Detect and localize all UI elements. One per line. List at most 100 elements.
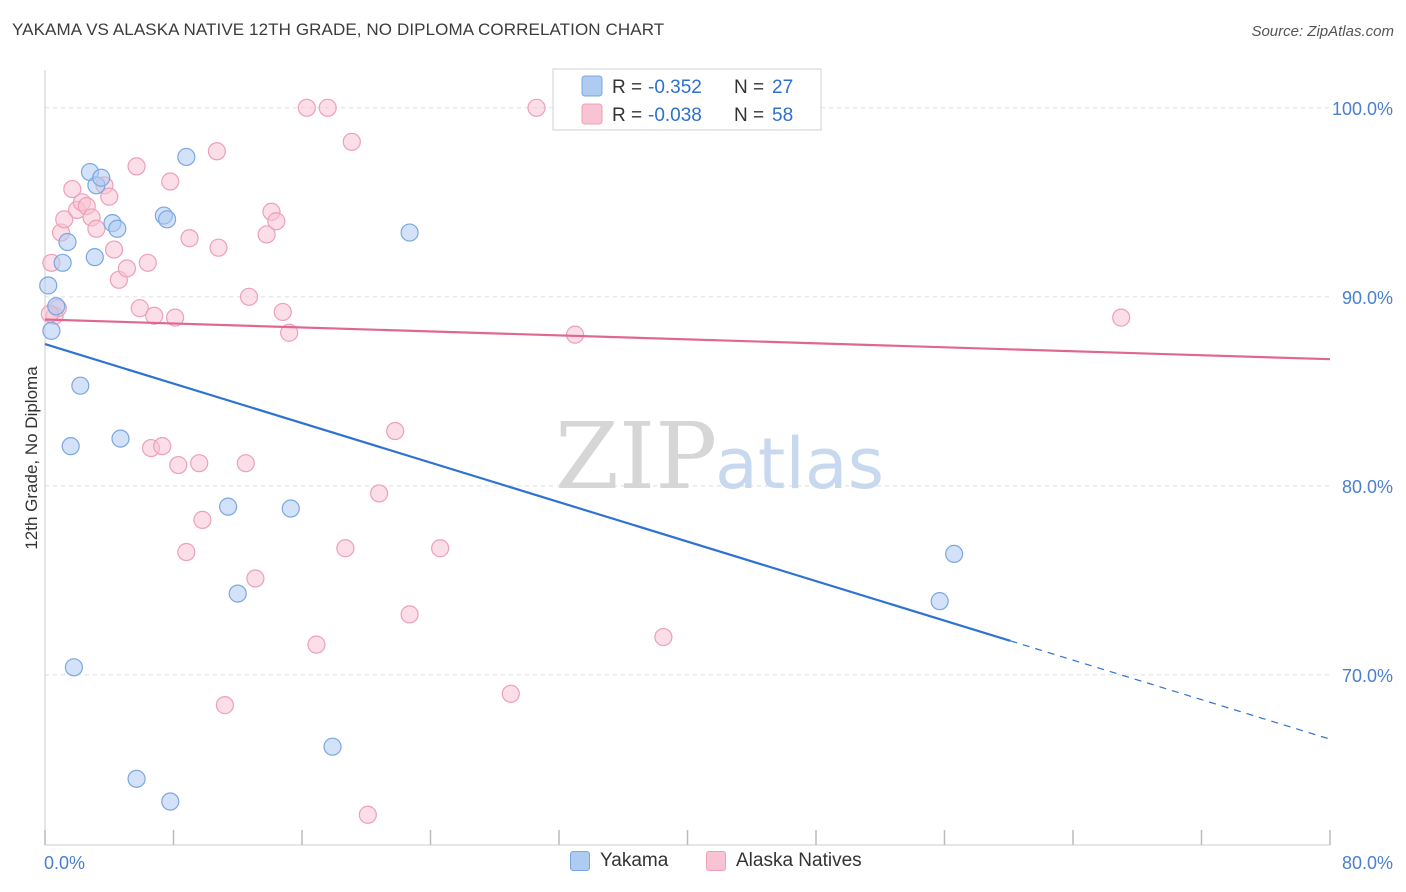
trend-line-alaska-natives [44,318,1331,361]
axes [44,70,1331,846]
data-point-alaska-natives [100,187,119,206]
data-point-alaska-natives [527,98,546,117]
data-point-alaska-natives [55,210,74,229]
data-point-alaska-natives [386,421,405,441]
data-point-alaska-natives [239,287,259,306]
data-point-yakama [281,499,300,518]
data-point-yakama [42,321,61,340]
data-point-alaska-natives [169,455,188,475]
data-point-alaska-natives [358,805,377,824]
data-point-alaska-natives [1112,308,1131,327]
data-point-alaska-natives [297,98,316,117]
y-tick-label: 70.0% [1342,666,1393,686]
legend-stats: R = -0.352 N = 27 R = -0.038 N = 58 [552,68,822,131]
trend-line-yakama-extension [1010,640,1331,740]
data-point-alaska-natives [280,323,299,342]
data-point-alaska-natives [87,219,106,238]
watermark-zip: ZIP [555,403,717,510]
data-point-alaska-natives [207,142,226,161]
y-tick-label: 90.0% [1342,288,1393,308]
trend-lines [44,318,1331,740]
data-point-yakama [323,737,342,756]
data-point-alaska-natives [190,454,209,473]
legend-series: Yakama Alaska Natives [0,850,1406,880]
legend-r-label: R = [612,105,642,126]
legend-swatch-yakama [581,75,603,97]
data-point-yakama [161,792,180,811]
data-point-yakama [58,232,77,252]
data-point-alaska-natives [209,238,228,257]
legend-r-label: R = [612,77,642,98]
legend-swatch-yakama [570,851,590,871]
y-axis-label: 12th Grade, No Diploma [22,366,41,550]
data-point-yakama [228,584,247,603]
data-point-yakama [47,297,66,316]
data-point-alaska-natives [273,302,292,322]
data-point-alaska-natives [104,240,124,259]
data-point-alaska-natives [400,605,419,624]
legend-label-alaska-natives: Alaska Natives [736,850,862,871]
data-point-alaska-natives [336,539,355,558]
y-tick-labels: 100.0% 90.0% 80.0% 70.0% [1332,99,1393,686]
watermark: ZIP atlas [555,403,884,510]
data-point-alaska-natives [193,510,212,529]
watermark-atlas: atlas [715,423,884,505]
series-yakama [39,147,964,811]
data-point-yakama [945,544,964,564]
data-point-alaska-natives [63,179,82,199]
source-credit: Source: ZipAtlas.com [1251,23,1394,40]
data-point-yakama [400,223,419,242]
data-point-yakama [157,210,177,229]
legend-swatch-alaska [581,103,603,125]
data-point-alaska-natives [307,635,326,654]
data-point-alaska-natives [318,98,337,117]
data-point-alaska-natives [166,308,185,327]
data-point-alaska-natives [177,542,196,562]
data-point-alaska-natives [267,212,286,231]
data-point-yakama [39,276,58,295]
data-point-yakama [53,253,72,272]
legend-r-value: -0.038 [648,105,702,126]
data-point-alaska-natives [236,454,255,473]
data-point-alaska-natives [153,437,172,456]
data-point-alaska-natives [130,299,149,318]
legend-label-yakama: Yakama [600,850,669,871]
trend-line-yakama [44,343,1011,642]
series-alaska-natives [40,98,1131,824]
data-point-yakama [71,376,90,395]
legend-item-yakama: Yakama [570,850,668,872]
legend-n-label: N = [734,105,764,126]
data-point-alaska-natives [180,229,199,248]
data-point-yakama [930,592,949,611]
x-tick-labels: 0.0% 80.0% [44,853,1393,873]
legend-n-value: 58 [772,105,793,126]
data-point-yakama [127,769,146,788]
y-tick-label: 100.0% [1332,99,1393,119]
x-tick-label: 0.0% [44,853,85,873]
data-point-yakama [92,168,111,187]
data-point-alaska-natives [431,539,450,558]
data-point-alaska-natives [138,253,157,272]
data-point-yakama [85,248,104,267]
data-point-alaska-natives [257,225,276,244]
data-point-yakama [177,147,196,167]
data-point-alaska-natives [501,684,520,703]
data-point-yakama [64,658,84,677]
data-point-alaska-natives [215,696,234,715]
legend-item-alaska-natives: Alaska Natives [706,850,862,872]
legend-r-value: -0.352 [648,77,702,98]
data-point-yakama [108,219,127,238]
data-point-alaska-natives [127,157,146,176]
data-point-alaska-natives [342,132,361,151]
chart-title: YAKAMA VS ALASKA NATIVE 12TH GRADE, NO D… [12,20,665,39]
data-point-alaska-natives [145,306,164,325]
legend-n-value: 27 [772,77,793,98]
x-tick-label: 80.0% [1342,853,1393,873]
data-point-yakama [219,497,238,516]
data-point-alaska-natives [370,484,389,503]
data-point-alaska-natives [654,627,673,647]
legend-swatch-alaska [706,851,726,871]
data-point-alaska-natives [161,172,180,191]
data-point-alaska-natives [117,259,137,278]
